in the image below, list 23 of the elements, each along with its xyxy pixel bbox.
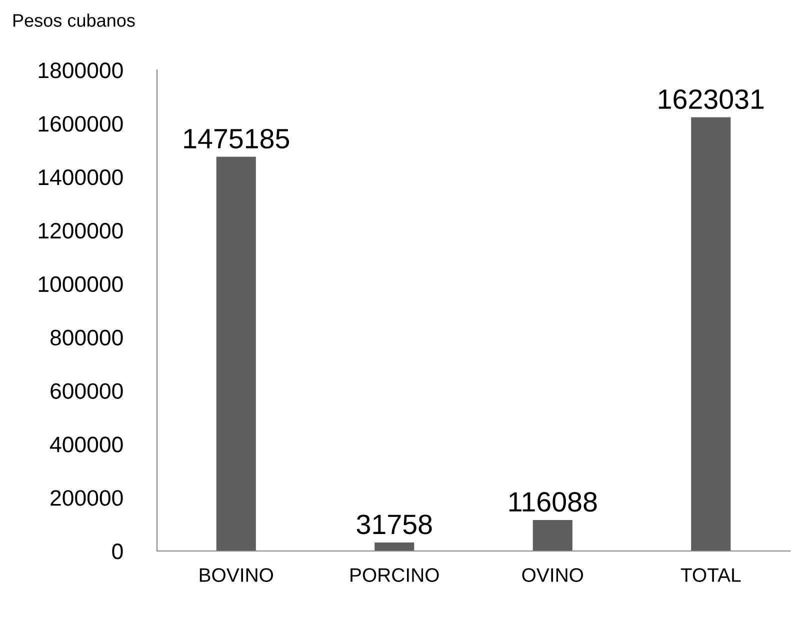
bar xyxy=(532,520,572,551)
y-tick-label: 0 xyxy=(112,544,123,560)
y-tick-label: 1000000 xyxy=(38,276,123,292)
y-tick-label: 600000 xyxy=(50,383,123,399)
data-label: 1623031 xyxy=(658,89,764,110)
y-tick-label: 1200000 xyxy=(38,222,123,239)
y-tick-label: 400000 xyxy=(50,436,123,452)
y-tick-label: 1800000 xyxy=(38,62,123,78)
x-tick-label: OVINO xyxy=(522,568,584,582)
y-tick-label: 800000 xyxy=(50,330,123,346)
data-label: 116088 xyxy=(509,492,597,512)
data-label: 31758 xyxy=(356,514,432,534)
bar xyxy=(691,117,731,551)
x-tick-label: PORCINO xyxy=(350,568,439,582)
bar xyxy=(216,156,256,551)
x-tick-label: BOVINO xyxy=(200,568,274,582)
y-tick-label: 1400000 xyxy=(38,169,123,186)
y-tick-label: 1600000 xyxy=(38,116,123,132)
y-tick-label: 200000 xyxy=(50,490,123,506)
bar xyxy=(374,542,414,551)
x-tick-label: TOTAL xyxy=(680,568,741,582)
data-label: 1475185 xyxy=(184,128,290,149)
y-axis-title: Pesos cubanos xyxy=(13,14,135,27)
